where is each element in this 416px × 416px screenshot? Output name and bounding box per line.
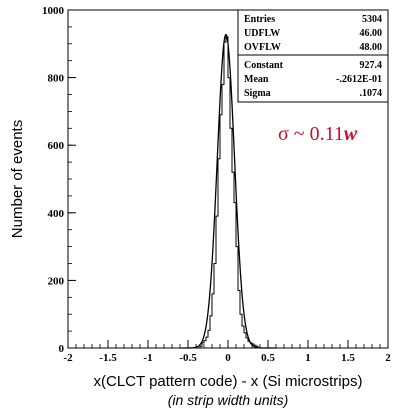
stats-label: Constant: [244, 60, 284, 71]
x-tick-label: -1: [143, 352, 152, 364]
stats-box: Entries 5304 UDFLW 46.00 OVFLW 48.00 Constant 9…: [237, 9, 389, 103]
stats-value: .1074: [360, 88, 383, 99]
stats-value: 48.00: [360, 42, 383, 53]
y-tick-label: 200: [48, 275, 65, 287]
annotation-w: w: [344, 123, 358, 145]
stats-box-frame: [237, 9, 389, 103]
y-tick-label: 400: [48, 208, 65, 220]
stats-label: Sigma: [244, 88, 271, 99]
x-tick-label: 2: [385, 352, 391, 364]
y-tick-label: 600: [48, 140, 65, 152]
x-tick-label: -0.5: [179, 352, 197, 364]
y-tick-label: 0: [59, 343, 65, 355]
x-tick-label: 1.5: [341, 352, 355, 364]
x-axis-label: x(CLCT pattern code) - x (Si microstrips…: [94, 373, 363, 390]
stats-label: Mean: [244, 74, 269, 85]
stats-label: UDFLW: [244, 28, 280, 39]
stats-label: OVFLW: [244, 42, 281, 53]
x-tick-label: -1.5: [99, 352, 117, 364]
annotation-prefix: σ ~ 0.11: [278, 123, 344, 145]
stats-label: Entries: [244, 14, 275, 25]
x-tick-label: 0: [225, 352, 231, 364]
y-axis-ticks: 0 200 400 600 800 1000: [42, 5, 76, 355]
y-tick-label: 800: [48, 73, 65, 85]
stats-value: 927.4: [360, 60, 383, 71]
y-tick-label: 1000: [42, 5, 65, 17]
x-axis-sublabel: (in strip width units): [168, 392, 289, 408]
x-tick-label: 1: [305, 352, 311, 364]
stats-value: -.2612E-01: [336, 74, 382, 85]
x-tick-label: -2: [63, 352, 73, 364]
x-axis-ticks: -2 -1.5 -1 -0.5 0 0.5 1 1.5 2: [63, 340, 391, 364]
gaussian-fit-curve: [180, 33, 276, 349]
x-tick-label: 0.5: [261, 352, 275, 364]
y-axis-label: Number of events: [9, 120, 26, 238]
stats-value: 46.00: [360, 28, 383, 39]
annotation-sigma: σ ~ 0.11w: [278, 123, 358, 145]
stats-value: 5304: [362, 14, 382, 25]
